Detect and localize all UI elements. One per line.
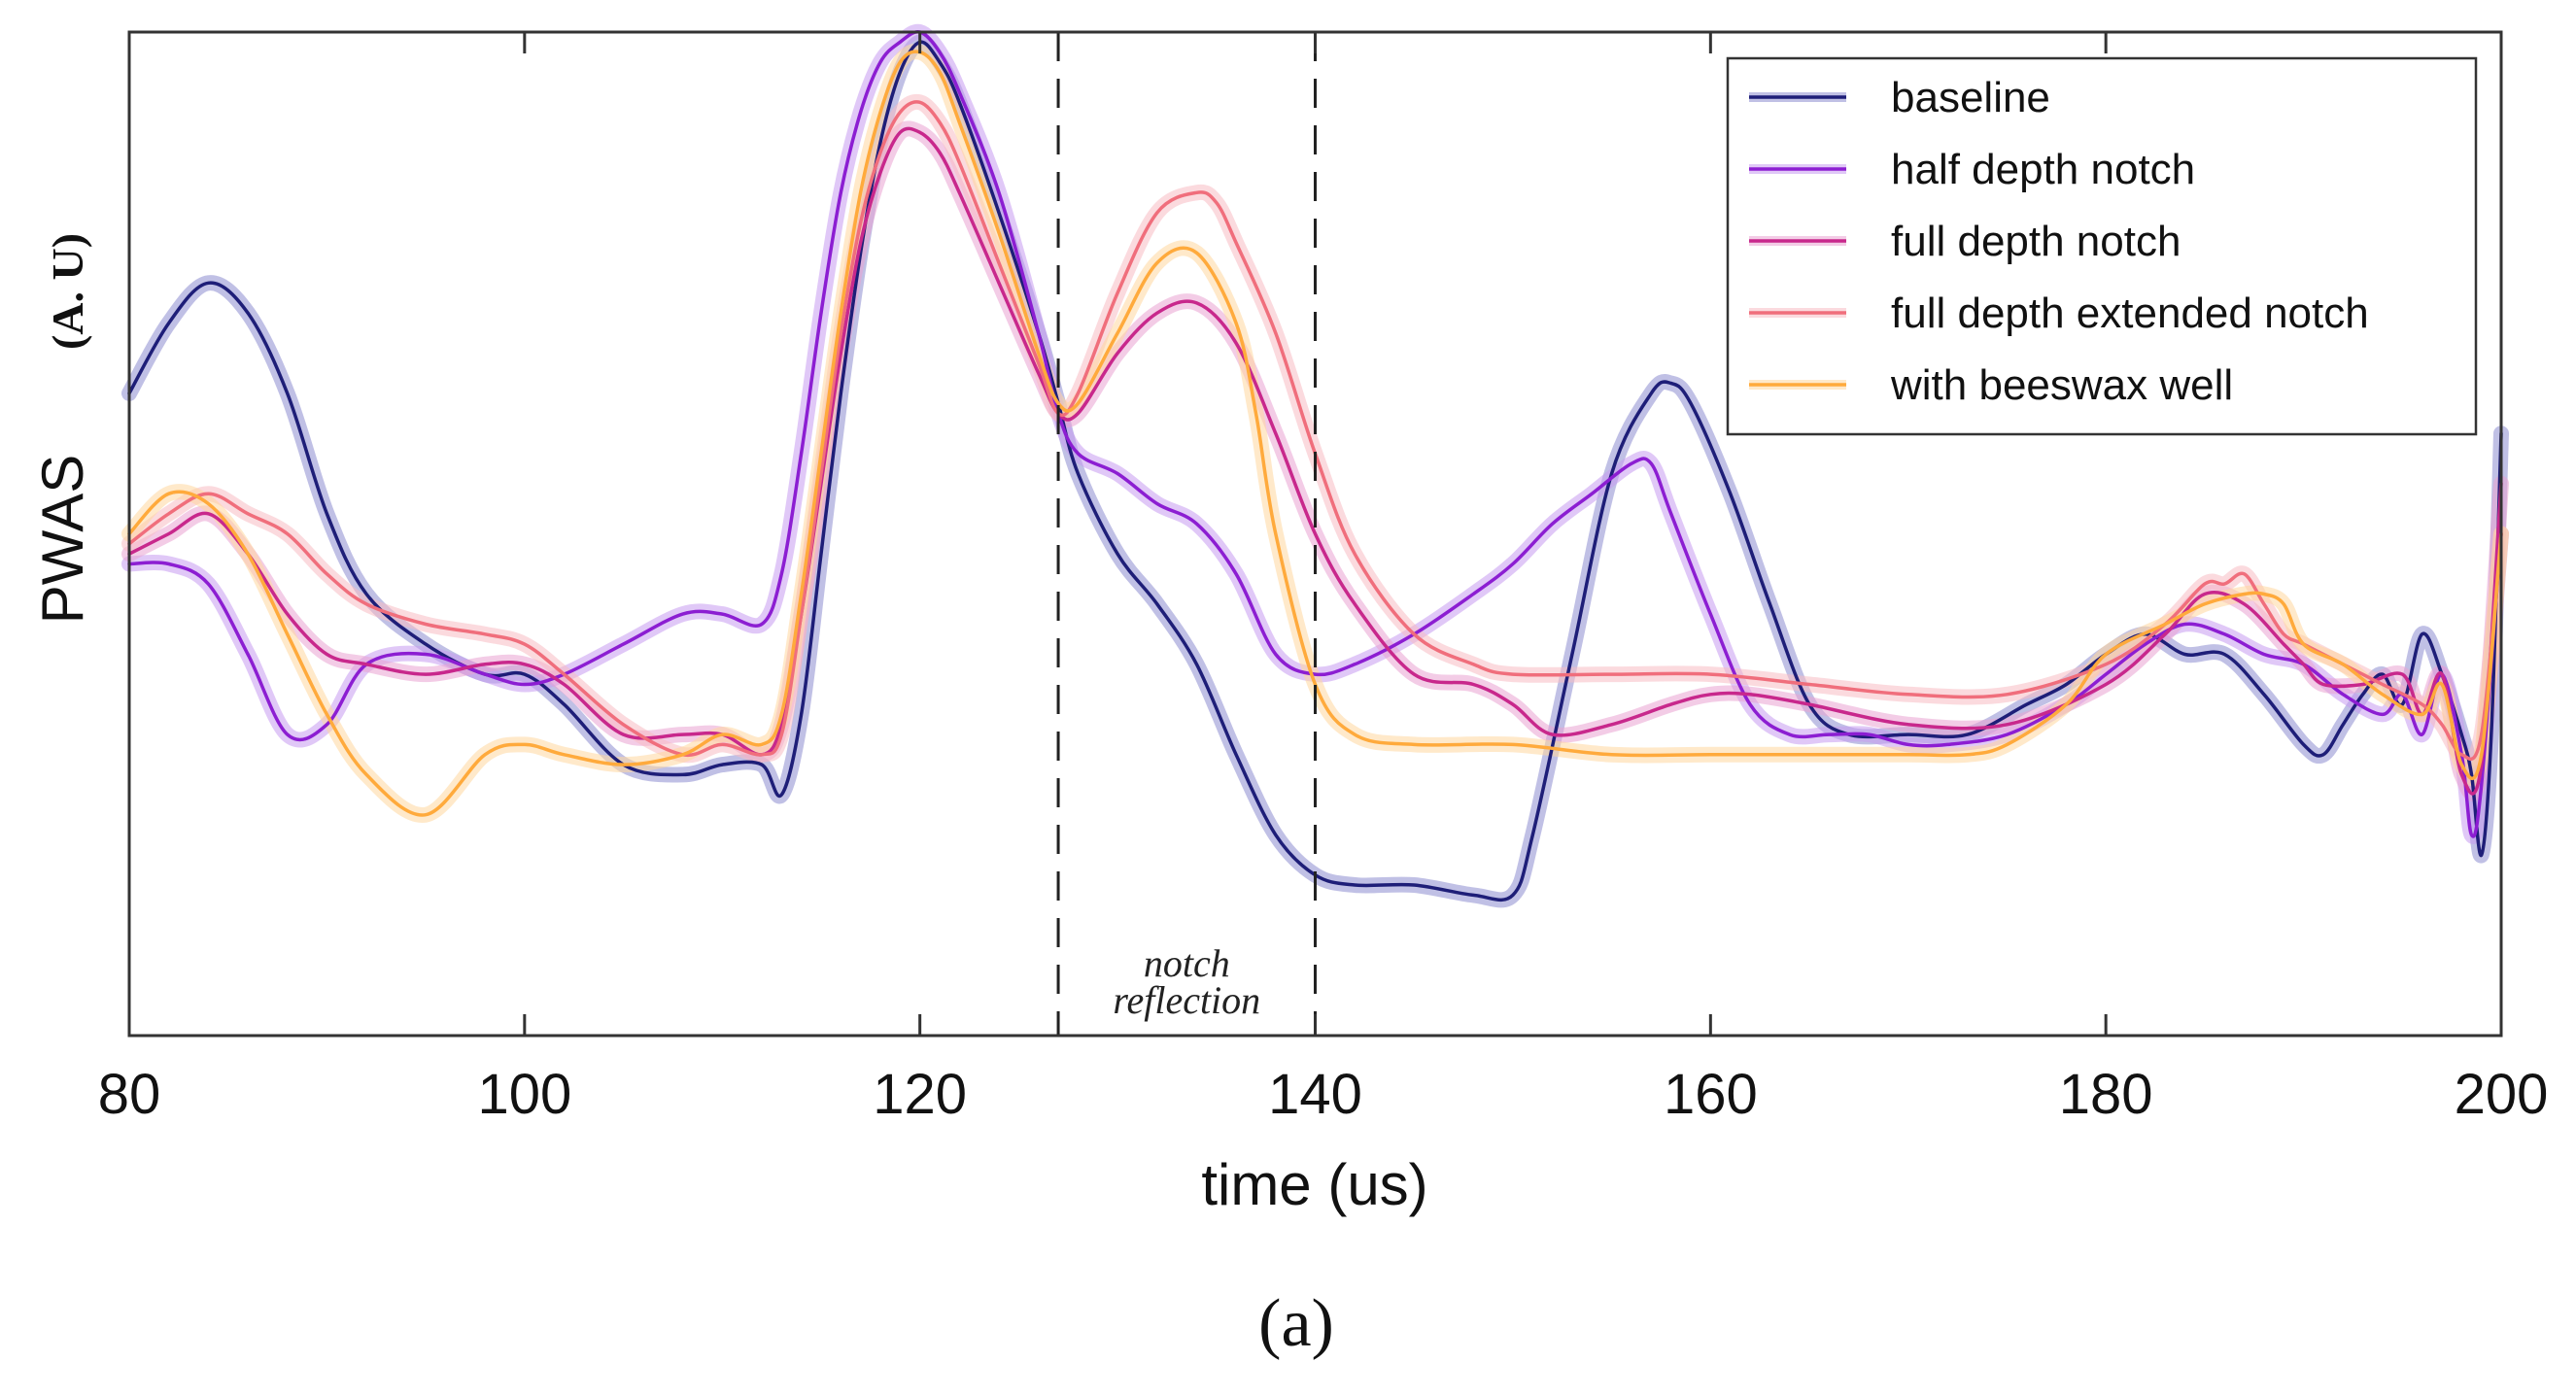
legend-label-full-depth-extended-notch: full depth extended notch [1891, 289, 2369, 337]
legend: baseline half depth notch full depth notch… [1726, 56, 2478, 436]
series-line-baseline [127, 40, 2503, 902]
notch-boundary-lines [1056, 32, 1317, 1036]
series-line-half-depth-notch [127, 30, 2503, 838]
legend-box [1726, 56, 2478, 436]
notch-annotation-line: reflection [1113, 978, 1260, 1022]
x-tick-label: 120 [873, 1063, 967, 1126]
notch-annotation-line: notch [1144, 941, 1230, 985]
legend-label-full-depth-notch: full depth notch [1891, 218, 2181, 265]
x-tick-label: 100 [477, 1063, 571, 1126]
x-tick-label: 80 [98, 1063, 161, 1126]
y-axis-unit: (A. U) [43, 233, 92, 350]
legend-label-with-beeswax-well: with beeswax well [1890, 361, 2233, 409]
series-line-full-depth-extended-notch [127, 100, 2503, 762]
x-axis-ticks: 80 100 120 140 160 180 200 [98, 32, 2549, 1126]
x-tick-label: 180 [2059, 1063, 2153, 1126]
series-line-with-beeswax-well [127, 50, 2503, 817]
y-axis-title: PWAS [30, 455, 95, 624]
figure-caption: (a) [1258, 1286, 1334, 1361]
legend-label-half-depth-notch: half depth notch [1891, 146, 2195, 193]
series-lines [127, 30, 2503, 902]
legend-label-baseline: baseline [1891, 74, 2050, 121]
x-tick-label: 160 [1664, 1063, 1758, 1126]
x-tick-label: 200 [2455, 1063, 2549, 1126]
x-tick-label: 140 [1268, 1063, 1362, 1126]
x-axis-title: time (us) [1201, 1152, 1427, 1217]
series-line-full-depth-notch [127, 126, 2503, 796]
